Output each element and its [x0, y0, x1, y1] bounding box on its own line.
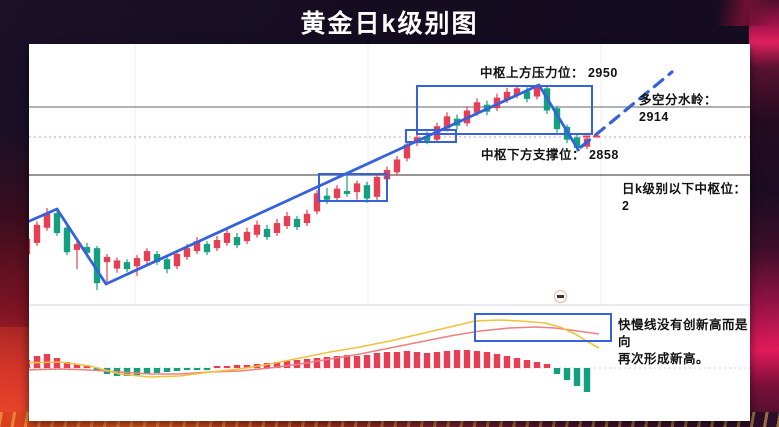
- ann-lower_pivot: 日k级别以下中枢位： 2: [622, 182, 747, 213]
- ann-macd_note: 快慢线没有创新高而是向 再次形成新高。: [618, 318, 749, 366]
- upper-central-pivot-box: [416, 85, 593, 135]
- background-right-streak: [749, 0, 779, 427]
- overlay-layer: [29, 70, 674, 342]
- chart-canvas: [29, 44, 750, 392]
- chart-panel: 中枢上方压力位： 2950 多空分水岭： 2914 中枢下方支撑位： 2858 …: [29, 44, 750, 421]
- candles-layer: [29, 84, 591, 291]
- minus-icon: [557, 295, 564, 298]
- mid-consolidation-box: [318, 173, 388, 202]
- macd-divergence-box: [474, 313, 612, 342]
- ann-support: 中枢下方支撑位： 2858: [481, 148, 619, 162]
- background-topright-streak: [639, 0, 779, 26]
- macd-layer: [29, 319, 600, 392]
- ann-watershed: 多空分水岭： 2914: [639, 93, 718, 124]
- title-bar: 黄金日k级别图: [0, 0, 779, 44]
- small-pivot-box: [405, 129, 457, 143]
- collapse-indicator-button[interactable]: [554, 290, 567, 303]
- ann-resistance: 中枢上方压力位： 2950: [480, 66, 618, 80]
- page-title: 黄金日k级别图: [300, 10, 479, 38]
